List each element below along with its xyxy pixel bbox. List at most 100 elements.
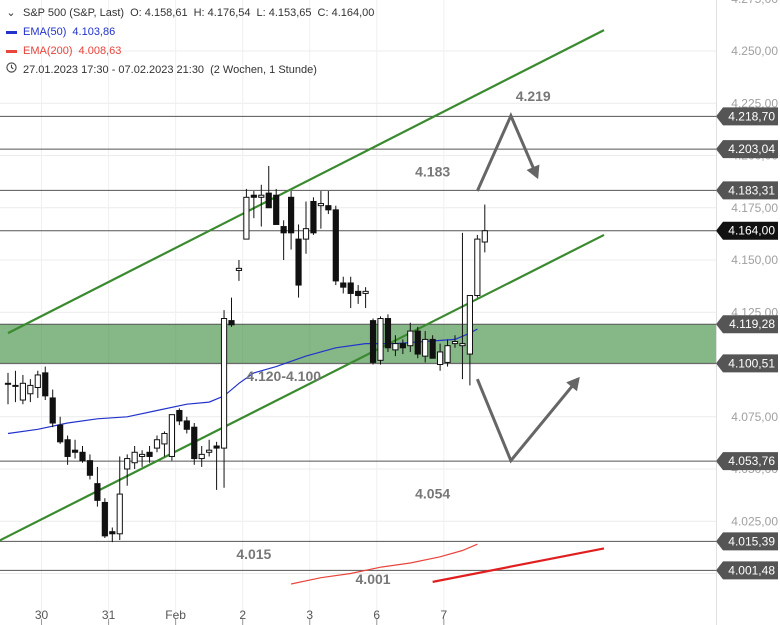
candle-body-up	[206, 449, 213, 453]
candle-body-down	[325, 205, 332, 211]
annotations: 4.219 4.183 4.120-4.100 4.054 4.015 4.001	[236, 88, 551, 587]
candle	[94, 466, 101, 507]
candle	[444, 339, 451, 367]
candle	[49, 389, 56, 428]
open-value: O: 4.158,61	[130, 7, 188, 19]
candle-body-up	[317, 203, 324, 207]
candle	[213, 441, 220, 490]
candle	[176, 408, 183, 426]
candle-body-down	[288, 196, 295, 234]
candle	[474, 234, 481, 298]
candle-body-down	[250, 194, 257, 198]
candle-body-down	[355, 290, 362, 297]
candle	[12, 370, 19, 403]
legend-ema200-row[interactable]: EMA(200) 4.008,63	[4, 42, 374, 61]
candle	[369, 318, 377, 365]
scenario-arrow-line	[475, 112, 539, 192]
arrow-head	[566, 376, 580, 392]
candle-body-down	[176, 409, 183, 422]
candle-body-up	[437, 351, 444, 365]
candle-body-up	[220, 318, 228, 449]
symbol-name: S&P 500 (S&P, Last)	[23, 7, 125, 19]
annotation-label: 4.015	[236, 546, 271, 562]
candle	[392, 335, 399, 357]
candle	[302, 201, 310, 254]
candle-body-down	[191, 426, 198, 460]
candle-body-up	[161, 432, 168, 445]
scenario-arrows	[475, 112, 580, 464]
candle-body-up	[377, 318, 384, 361]
legend-symbol-row: ⌄ S&P 500 (S&P, Last) O: 4.158,61 H: 4.1…	[4, 4, 374, 23]
candle	[437, 343, 444, 371]
annotation-label: 4.219	[516, 88, 551, 104]
x-tick-label: 2	[239, 608, 246, 622]
chart-legend: ⌄ S&P 500 (S&P, Last) O: 4.158,61 H: 4.1…	[4, 4, 374, 80]
candle-body-up	[116, 493, 123, 535]
y-tick-label: 4.225,00	[731, 96, 778, 110]
candle-body-down	[183, 420, 190, 430]
grid	[0, 0, 717, 625]
candle-body-down	[49, 397, 56, 424]
legend-ema50-row[interactable]: EMA(50) 4.103,86	[4, 23, 374, 42]
chevron-down-icon[interactable]: ⌄	[6, 7, 16, 19]
candle	[265, 165, 272, 209]
candle-body-up	[422, 338, 429, 357]
candle	[139, 450, 146, 467]
x-tick-label: 30	[35, 608, 49, 622]
candle	[191, 423, 198, 465]
close-value: C: 4.164,00	[317, 7, 375, 19]
annotation-label: 4.120-4.100	[246, 368, 321, 384]
candle	[355, 285, 362, 304]
candle	[407, 322, 414, 352]
candle	[422, 331, 429, 363]
candle	[57, 416, 64, 444]
candle-body-down	[332, 209, 339, 282]
candle-body-up	[198, 453, 205, 460]
candle	[183, 416, 190, 434]
low-value: L: 4.153,65	[256, 7, 312, 19]
clock-icon	[4, 61, 18, 80]
candle-body-up	[466, 295, 473, 355]
candle	[288, 191, 295, 250]
candle-body-down	[109, 531, 116, 535]
candle	[325, 191, 332, 215]
y-tick-label: 4.250,00	[731, 44, 778, 58]
candle	[235, 260, 243, 281]
candle	[198, 446, 205, 467]
candle	[79, 446, 86, 463]
candle-body-down	[340, 282, 347, 288]
candle	[4, 372, 12, 405]
candle-body-down	[265, 192, 272, 209]
trend-line-red	[432, 547, 605, 583]
price-label: 4.119,28	[729, 317, 775, 331]
candle	[34, 370, 41, 398]
candle	[71, 439, 79, 459]
candle	[414, 326, 421, 359]
ema50-swatch	[6, 31, 17, 34]
candle-body-up	[407, 330, 414, 347]
candle-body-down	[228, 320, 235, 326]
annotation-label: 4.001	[356, 571, 391, 587]
candle-body-down	[369, 320, 377, 363]
candle	[19, 374, 26, 405]
price-label: 4.015,39	[728, 534, 775, 548]
support-zone	[0, 324, 716, 364]
scenario-arrow-line	[475, 378, 580, 464]
y-tick-label: 4.075,00	[731, 410, 778, 424]
candle	[280, 220, 287, 260]
candle-body-down	[146, 451, 153, 457]
candle-body-up	[131, 451, 138, 464]
price-label-box	[716, 561, 778, 580]
candle-body-down	[429, 338, 436, 359]
candle-body-up	[12, 384, 19, 387]
date-range: 27.01.2023 17:30 - 07.02.2023 21:30	[23, 64, 205, 76]
horizontal-levels	[0, 115, 716, 571]
price-label: 4.100,51	[728, 356, 775, 370]
candle	[124, 454, 131, 486]
candle	[273, 188, 280, 225]
candle-body-up	[139, 453, 146, 457]
candle	[168, 414, 176, 461]
candle	[317, 191, 324, 229]
candle	[42, 366, 49, 401]
